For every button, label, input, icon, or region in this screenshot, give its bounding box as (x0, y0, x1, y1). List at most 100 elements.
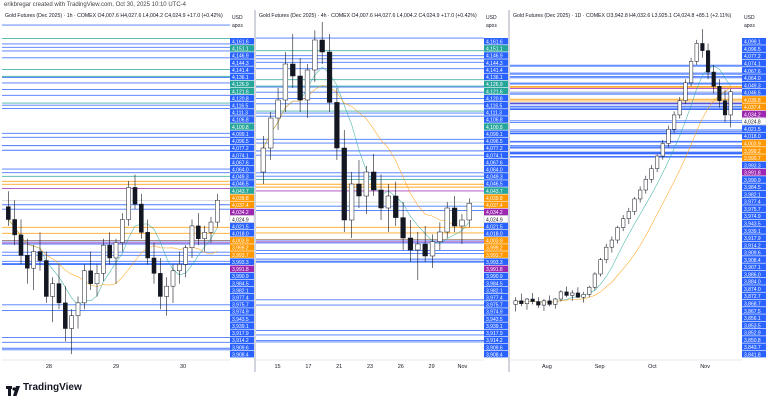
candle-body (689, 61, 694, 84)
price-label: 3,982.1 (232, 288, 249, 294)
price-label-box (484, 251, 508, 258)
price-label-box (230, 102, 254, 109)
price-label-box (484, 123, 508, 130)
candle-body (63, 302, 68, 329)
price-label-box (484, 315, 508, 322)
price-label: 4,141.4 (232, 68, 249, 74)
candle-body (683, 82, 688, 101)
price-label-box (484, 87, 508, 95)
price-label-box (484, 180, 508, 187)
price-label-box (484, 187, 508, 194)
price-label: 3,982.1 (744, 192, 761, 198)
price-label-box (742, 263, 766, 271)
panel-separator[interactable] (508, 10, 510, 372)
price-label-box (484, 258, 508, 265)
price-label-box (483, 215, 508, 223)
candle-body (196, 225, 201, 239)
price-label: 3,977.4 (232, 296, 249, 302)
price-label: 3,917.9 (486, 331, 503, 337)
price-label: 4,096.5 (232, 139, 249, 145)
tradingview-logo[interactable]: TradingView (6, 382, 82, 396)
price-label-box (230, 59, 254, 66)
price-label: 3,914.2 (744, 243, 761, 249)
candle-body (393, 195, 399, 218)
price-label: 3,907.1 (744, 265, 761, 271)
candle-body (304, 69, 311, 101)
price-label-box (742, 299, 766, 307)
price-label-box (230, 315, 254, 322)
candle-body (31, 251, 36, 269)
price-label: 4,018.0 (744, 134, 761, 140)
price-label: 3,909.6 (232, 345, 249, 351)
currency-sub-label: аpoз (744, 23, 755, 29)
price-label: 4,021.5 (744, 127, 761, 133)
candle-body (50, 283, 55, 297)
credit-text: erikbregar created with TradingView.com,… (4, 2, 186, 8)
candle-body (564, 291, 569, 296)
price-label: 3,993.7 (744, 156, 761, 162)
price-label: 3,908.4 (232, 352, 249, 358)
price-label: 3,977.4 (744, 200, 761, 206)
candle-body (513, 300, 518, 305)
price-label-box (484, 52, 508, 59)
x-tick-label: Nov (700, 364, 710, 370)
x-tick-label: Oct (648, 364, 657, 370)
price-label-box (230, 94, 254, 102)
candle-body (326, 51, 333, 103)
chart-panel-1h[interactable]: Gold Futures (Dec 2025) · 1h · COMEX O4,… (2, 10, 254, 372)
price-label: 4,037.4 (232, 203, 249, 209)
price-label-box (484, 350, 508, 358)
price-label: 3,914.2 (486, 338, 503, 344)
price-label-box (230, 66, 254, 73)
price-label: 4,136.1 (486, 75, 503, 81)
price-label-box (484, 308, 508, 315)
chart-panel-1d[interactable]: Gold Futures (Dec 2025) · 1D · COMEX O3,… (510, 10, 766, 372)
chart-title: Gold Futures (Dec 2025) · 1D · COMEX O3,… (513, 13, 731, 19)
plot-background (510, 10, 766, 372)
price-label: 3,990.9 (744, 178, 761, 184)
price-label-box (484, 59, 508, 66)
price-label-box (742, 45, 766, 52)
price-label: 4,106.8 (232, 118, 249, 124)
x-tick-label: 29 (113, 364, 119, 370)
price-label: 4,151.1 (486, 47, 503, 53)
price-label: 4,043.7 (486, 189, 503, 195)
price-label-box (742, 96, 766, 103)
price-label: 4,126.9 (486, 82, 503, 88)
price-label: 3,884.0 (744, 280, 761, 286)
price-label-box (742, 307, 766, 314)
price-label: 4,096.5 (744, 47, 761, 53)
price-label: 4,120.8 (232, 96, 249, 102)
price-label-box (230, 194, 254, 201)
x-tick-label: 30 (180, 364, 186, 370)
x-tick-label: Nov (458, 364, 468, 370)
candle-body (615, 227, 620, 241)
price-label-box (230, 343, 254, 351)
candle-body (400, 217, 406, 239)
currency-label: USD (232, 15, 243, 21)
price-label: 4,064.0 (486, 168, 503, 174)
price-label: 4,067.6 (232, 160, 249, 166)
chart-panel-4h[interactable]: Gold Futures (Dec 2025) · 4h · COMEX O4,… (256, 10, 508, 372)
candle-body (82, 270, 87, 304)
candle-body (151, 257, 157, 274)
candle-body (722, 100, 728, 116)
price-label: 3,874.0 (744, 287, 761, 293)
price-label-box (742, 336, 766, 343)
candle-body (56, 283, 62, 304)
price-label-box (742, 205, 766, 212)
price-label-box (230, 308, 254, 315)
price-label: 4,077.2 (486, 146, 503, 152)
price-label-box (742, 285, 766, 292)
price-label-box (230, 116, 254, 123)
currency-sub-label: аpoз (232, 23, 243, 29)
price-label: 3,990.9 (486, 274, 503, 280)
candle-body (145, 232, 150, 259)
price-label: 3,984.5 (232, 281, 249, 287)
price-label: 3,868.7 (744, 301, 761, 307)
price-label: 4,067.6 (744, 69, 761, 75)
panel-separator[interactable] (254, 10, 256, 372)
candle-body (297, 75, 303, 101)
price-label: 4,003.9 (744, 141, 761, 147)
price-label: 3,991.8 (232, 267, 249, 273)
